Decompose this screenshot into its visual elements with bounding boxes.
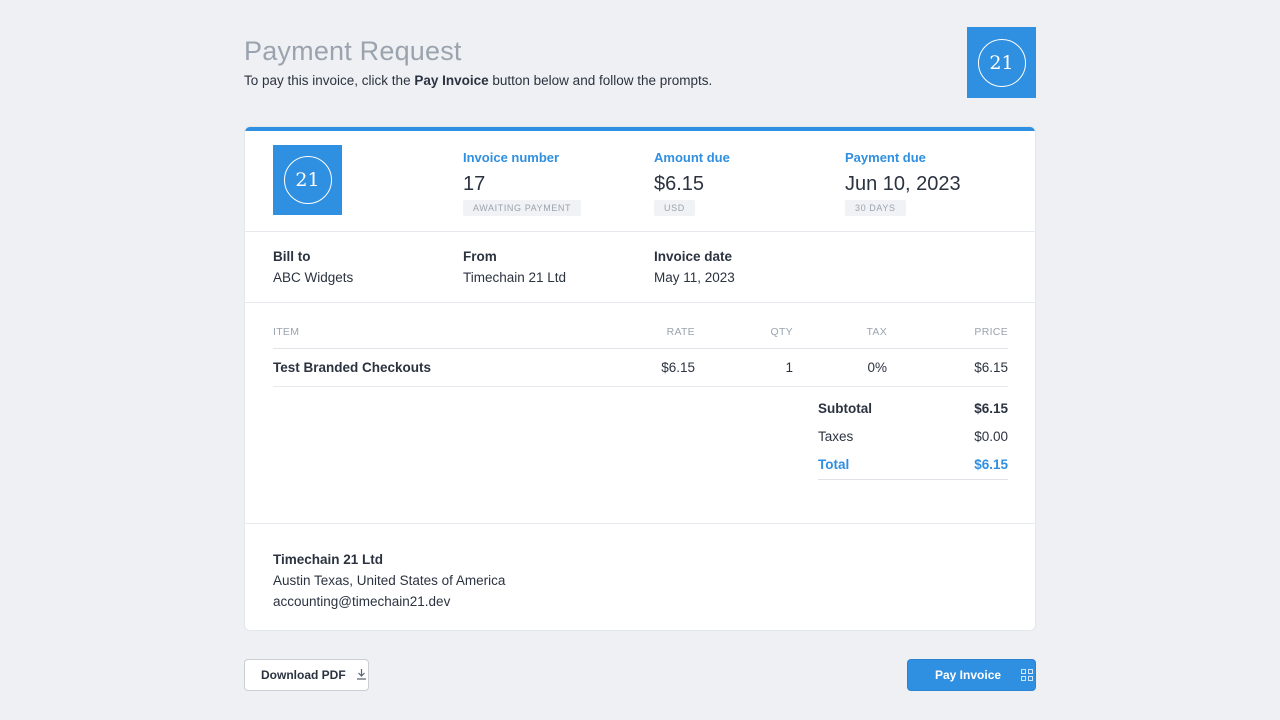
item-price: $6.15 [974, 360, 1008, 375]
item-qty: 1 [785, 360, 793, 375]
invoice-logo-mark: 21 [283, 156, 332, 204]
page-header: Payment Request To pay this invoice, cli… [244, 36, 1036, 88]
total-label: Total [818, 457, 850, 472]
invoice-number-block: Invoice number 17 AWAITING PAYMENT [463, 150, 582, 216]
item-name: Test Branded Checkouts [273, 360, 432, 375]
invoice-summary: 21 Invoice number 17 AWAITING PAYMENT Am… [245, 131, 1035, 232]
column-price: PRICE [974, 326, 1008, 338]
invoice-logo: 21 [273, 145, 342, 215]
pay-invoice-label: Pay Invoice [935, 668, 1002, 682]
status-badge: AWAITING PAYMENT [463, 200, 582, 216]
payment-due-label: Payment due [845, 150, 926, 165]
company-details: Timechain 21 Ltd Austin Texas, United St… [273, 549, 505, 612]
invoice-date: May 11, 2023 [654, 270, 735, 285]
download-pdf-button[interactable]: Download PDF [244, 659, 369, 691]
company-footer: Timechain 21 Ltd Austin Texas, United St… [245, 523, 1035, 609]
from-value: Timechain 21 Ltd [463, 270, 567, 285]
bill-to-block: Bill to ABC Widgets [273, 249, 353, 285]
taxes-label: Taxes [818, 429, 854, 444]
items-table: ITEM RATE QTY TAX PRICE Test Branded Che… [273, 323, 1008, 387]
subtitle-emphasis: Pay Invoice [414, 73, 489, 88]
column-item: ITEM [273, 326, 300, 338]
subtitle-text-end: button below and follow the prompts. [488, 73, 713, 88]
table-row: Test Branded Checkouts $6.15 1 0% $6.15 [273, 349, 1008, 387]
total-value: $6.15 [974, 457, 1008, 472]
subtotal-value: $6.15 [974, 401, 1008, 416]
subtotal-label: Subtotal [818, 401, 872, 416]
payment-due-date: Jun 10, 2023 [845, 173, 961, 195]
column-qty: QTY [770, 326, 793, 338]
invoice-number: 17 [463, 173, 486, 195]
totals-summary: Subtotal $6.15 Taxes $0.00 Total $6.15 [818, 398, 1008, 480]
subtotal-row: Subtotal $6.15 [818, 398, 1008, 426]
brand-logo-mark: 21 [977, 38, 1026, 87]
from-block: From Timechain 21 Ltd [463, 249, 566, 285]
company-email: accounting@timechain21.dev [273, 594, 451, 609]
download-pdf-label: Download PDF [261, 668, 346, 682]
from-label: From [463, 249, 497, 264]
payment-due-block: Payment due Jun 10, 2023 30 DAYS [845, 150, 961, 216]
invoice-number-label: Invoice number [463, 150, 560, 165]
card-accent-bar [245, 127, 1035, 131]
total-row: Total $6.15 [818, 454, 1008, 480]
table-header: ITEM RATE QTY TAX PRICE [273, 323, 1008, 349]
invoice-parties: Bill to ABC Widgets From Timechain 21 Lt… [245, 232, 1035, 303]
page-title: Payment Request [244, 36, 462, 66]
item-rate: $6.15 [661, 360, 695, 375]
company-name: Timechain 21 Ltd [273, 552, 384, 567]
invoice-date-block: Invoice date May 11, 2023 [654, 249, 735, 285]
pay-invoice-button[interactable]: Pay Invoice [907, 659, 1036, 691]
taxes-value: $0.00 [974, 429, 1008, 444]
page-subtitle: To pay this invoice, click the Pay Invoi… [244, 73, 1036, 88]
terms-badge: 30 DAYS [845, 200, 906, 216]
column-tax: TAX [866, 326, 887, 338]
subtitle-text: To pay this invoice, click the [244, 73, 415, 88]
column-rate: RATE [666, 326, 695, 338]
amount-due-block: Amount due $6.15 USD [654, 150, 730, 216]
qr-code-icon [1021, 669, 1034, 681]
amount-due-label: Amount due [654, 150, 730, 165]
company-location: Austin Texas, United States of America [273, 573, 506, 588]
bill-to-label: Bill to [273, 249, 311, 264]
taxes-row: Taxes $0.00 [818, 426, 1008, 454]
download-icon [356, 668, 367, 683]
brand-logo: 21 [967, 27, 1036, 98]
amount-due: $6.15 [654, 173, 705, 195]
invoice-card: 21 Invoice number 17 AWAITING PAYMENT Am… [244, 126, 1036, 631]
item-tax: 0% [867, 360, 887, 375]
bill-to-value: ABC Widgets [273, 270, 354, 285]
invoice-date-label: Invoice date [654, 249, 733, 264]
currency-badge: USD [654, 200, 695, 216]
